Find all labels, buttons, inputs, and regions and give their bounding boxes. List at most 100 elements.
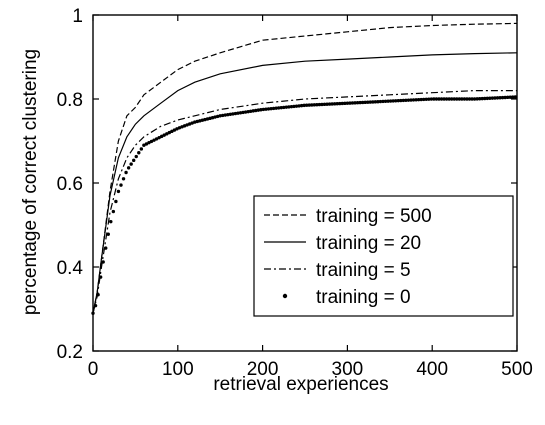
series-training-0-point (472, 97, 477, 101)
series-training-0-point (460, 97, 464, 101)
series-training-0-point (203, 117, 207, 122)
series-training-0-point (444, 97, 449, 101)
series-training-0-point (132, 158, 136, 163)
series-training-0-point (429, 97, 434, 101)
y-tick-label: 1 (72, 6, 83, 27)
series-training-0-point (422, 97, 426, 102)
series-training-0-point (434, 97, 439, 101)
legend-training-0-label: training = 0 (316, 287, 411, 308)
series-training-0-point (96, 293, 100, 297)
series-training-0-point (137, 151, 141, 155)
x-tick-label: 200 (247, 359, 279, 380)
series-training-0-point (223, 113, 227, 117)
series-training-0-point (450, 97, 454, 101)
series-training-0-point (310, 103, 314, 107)
series-training-0-point (409, 98, 413, 102)
series-training-0-point (226, 112, 230, 117)
series-training-0-point (111, 209, 116, 214)
series-training-0-point (360, 100, 365, 105)
series-training-0-point (254, 108, 258, 113)
series-training-0-point (363, 100, 367, 105)
legend-training-5-label: training = 5 (316, 260, 411, 281)
series-training-0-point (399, 98, 403, 103)
series-training-0-point (498, 96, 502, 100)
series-training-0-point (477, 97, 482, 101)
x-tick-label: 100 (162, 359, 194, 380)
series-training-0-point (503, 95, 507, 100)
series-training-0-point (149, 139, 154, 144)
series-training-0-point (269, 106, 273, 111)
series-training-0-point (274, 106, 278, 110)
series-training-0-point (147, 140, 151, 145)
series-training-0-point (256, 108, 261, 112)
series-training-0-point (330, 102, 334, 106)
series-training-0-point (406, 98, 411, 102)
series-training-0-point (282, 105, 286, 110)
series-training-0-point (488, 96, 492, 100)
series-training-0-point (457, 97, 462, 101)
series-training-0-point (452, 97, 456, 101)
series-training-0-point (508, 95, 512, 99)
series-training-0-point (401, 98, 406, 103)
series-training-0-point (465, 97, 469, 101)
series-training-0-point (358, 100, 362, 105)
series-training-0-point (312, 103, 317, 107)
series-training-0-point (462, 97, 467, 101)
series-training-0-point (165, 132, 169, 136)
series-training-0-point (114, 199, 118, 204)
series-training-0-point (302, 103, 306, 108)
series-training-0-point (378, 99, 383, 104)
series-training-0-point (505, 95, 510, 100)
series-training-0-point (101, 260, 105, 264)
series-training-0-point (355, 100, 360, 105)
series-training-0-point (394, 99, 398, 103)
series-training-0-point (292, 104, 296, 109)
series-training-0-point (98, 275, 103, 279)
series-training-0-point (139, 147, 144, 151)
series-training-0-point (200, 118, 205, 122)
series-training-0-point (304, 103, 309, 107)
series-training-0-point (513, 95, 518, 99)
series-training-0-point (215, 114, 220, 119)
series-training-0-point (320, 102, 324, 107)
series-training-0-point (277, 106, 281, 110)
series-training-0-point (104, 246, 108, 250)
series-training-0-point (170, 129, 174, 134)
series-training-0-point (396, 98, 400, 103)
series-training-0-point (495, 96, 500, 100)
series-training-0-point (228, 112, 233, 116)
series-training-0-point (475, 97, 479, 101)
series-training-0-point (162, 133, 166, 137)
series-training-0-point (266, 107, 271, 111)
series-training-0-point (411, 98, 416, 102)
series-training-0-point (332, 102, 337, 106)
series-training-0-point (442, 97, 446, 101)
series-training-0-point (483, 96, 487, 101)
series-training-0-point (470, 97, 474, 101)
series-training-0-point (236, 111, 240, 115)
y-tick-label: 0.4 (57, 258, 84, 279)
series-training-0-point (455, 97, 459, 101)
series-training-0-point (249, 109, 253, 113)
series-training-0-point (198, 119, 202, 123)
series-training-0-point (231, 112, 235, 116)
series-training-0-point (287, 105, 291, 109)
series-training-0-point (432, 97, 436, 101)
series-training-0-point (129, 162, 133, 166)
series-training-0-point (322, 102, 327, 107)
series-training-0-point (335, 102, 339, 106)
series-training-0-point (307, 103, 311, 107)
series-training-0-point (246, 109, 250, 114)
x-tick-label: 300 (332, 359, 364, 380)
series-training-0-point (325, 102, 329, 106)
series-training-0-point (289, 104, 294, 109)
series-training-0-point (205, 117, 210, 121)
series-training-0-point (376, 99, 380, 104)
series-training-5-line (92, 90, 517, 314)
series-training-0-point (109, 219, 113, 224)
series-training-0-point (243, 110, 248, 114)
series-training-0-point (297, 104, 301, 108)
series-training-0-point (218, 114, 222, 118)
series-training-0-point (511, 95, 515, 99)
